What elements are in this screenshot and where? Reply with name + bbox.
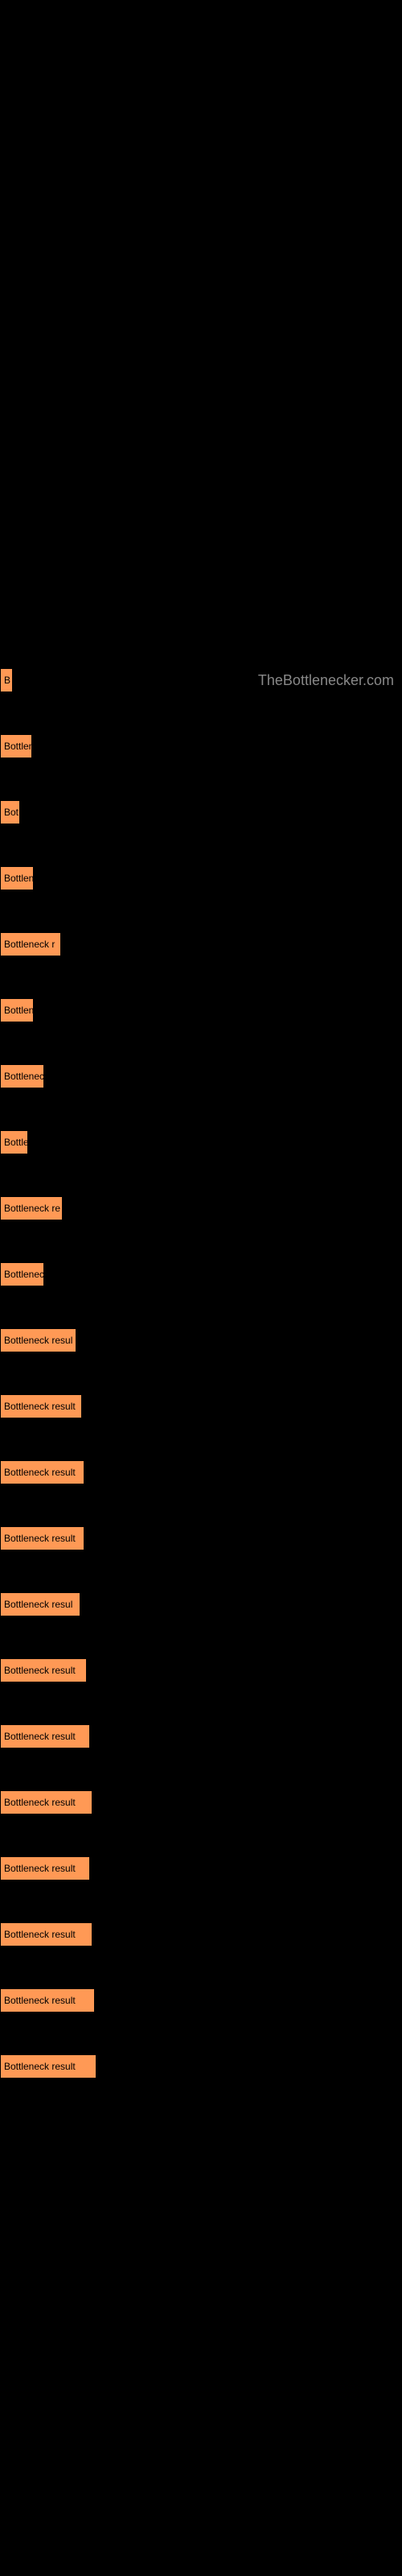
- bar-row: Bottleneck result: [0, 1790, 402, 1814]
- bar-row: Bottleneck result: [0, 1658, 402, 1682]
- chart-bar: Bottleneck result: [0, 1526, 84, 1550]
- bar-row: Bottlen: [0, 998, 402, 1022]
- bar-chart: B Bottlen Bot Bottlen Bottleneck r Bottlen Bot…: [0, 668, 402, 2079]
- bar-row: Bottleneck result: [0, 1526, 402, 1550]
- bar-row: Bottleneck result: [0, 1394, 402, 1418]
- chart-bar: Bottleneck result: [0, 1856, 90, 1880]
- bar-row: Bot: [0, 800, 402, 824]
- chart-bar: B: [0, 668, 13, 692]
- chart-bar: Bottlenec: [0, 1064, 44, 1088]
- bar-row: Bottleneck result: [0, 1922, 402, 1946]
- chart-bar: Bottleneck result: [0, 1790, 92, 1814]
- chart-bar: Bottleneck result: [0, 2054, 96, 2079]
- chart-bar: Bottleneck result: [0, 1394, 82, 1418]
- bar-row: Bottleneck result: [0, 1460, 402, 1484]
- bar-row: Bottleneck result: [0, 1724, 402, 1748]
- bar-row: Bottleneck resul: [0, 1328, 402, 1352]
- bar-row: Bottleneck re: [0, 1196, 402, 1220]
- bar-row: Bottlenec: [0, 1262, 402, 1286]
- bar-row: Bottleneck resul: [0, 1592, 402, 1616]
- bar-row: Bottlen: [0, 734, 402, 758]
- bar-row: Bottleneck result: [0, 1988, 402, 2013]
- chart-bar: Bottlen: [0, 998, 34, 1022]
- chart-bar: Bottleneck result: [0, 1658, 87, 1682]
- bar-row: Bottleneck result: [0, 2054, 402, 2079]
- bar-row: Bottle: [0, 1130, 402, 1154]
- chart-bar: Bot: [0, 800, 20, 824]
- chart-bar: Bottleneck r: [0, 932, 61, 956]
- chart-bar: Bottle: [0, 1130, 28, 1154]
- chart-bar: Bottlenec: [0, 1262, 44, 1286]
- chart-bar: Bottlen: [0, 734, 32, 758]
- bar-row: Bottlen: [0, 866, 402, 890]
- chart-bar: Bottlen: [0, 866, 34, 890]
- chart-bar: Bottleneck result: [0, 1988, 95, 2013]
- bar-row: Bottlenec: [0, 1064, 402, 1088]
- chart-bar: Bottleneck result: [0, 1460, 84, 1484]
- chart-bar: Bottleneck result: [0, 1922, 92, 1946]
- chart-bar: Bottleneck resul: [0, 1328, 76, 1352]
- chart-bar: Bottleneck resul: [0, 1592, 80, 1616]
- bar-row: Bottleneck result: [0, 1856, 402, 1880]
- chart-bar: Bottleneck result: [0, 1724, 90, 1748]
- bar-row: Bottleneck r: [0, 932, 402, 956]
- chart-bar: Bottleneck re: [0, 1196, 63, 1220]
- watermark-text: TheBottlenecker.com: [258, 672, 394, 689]
